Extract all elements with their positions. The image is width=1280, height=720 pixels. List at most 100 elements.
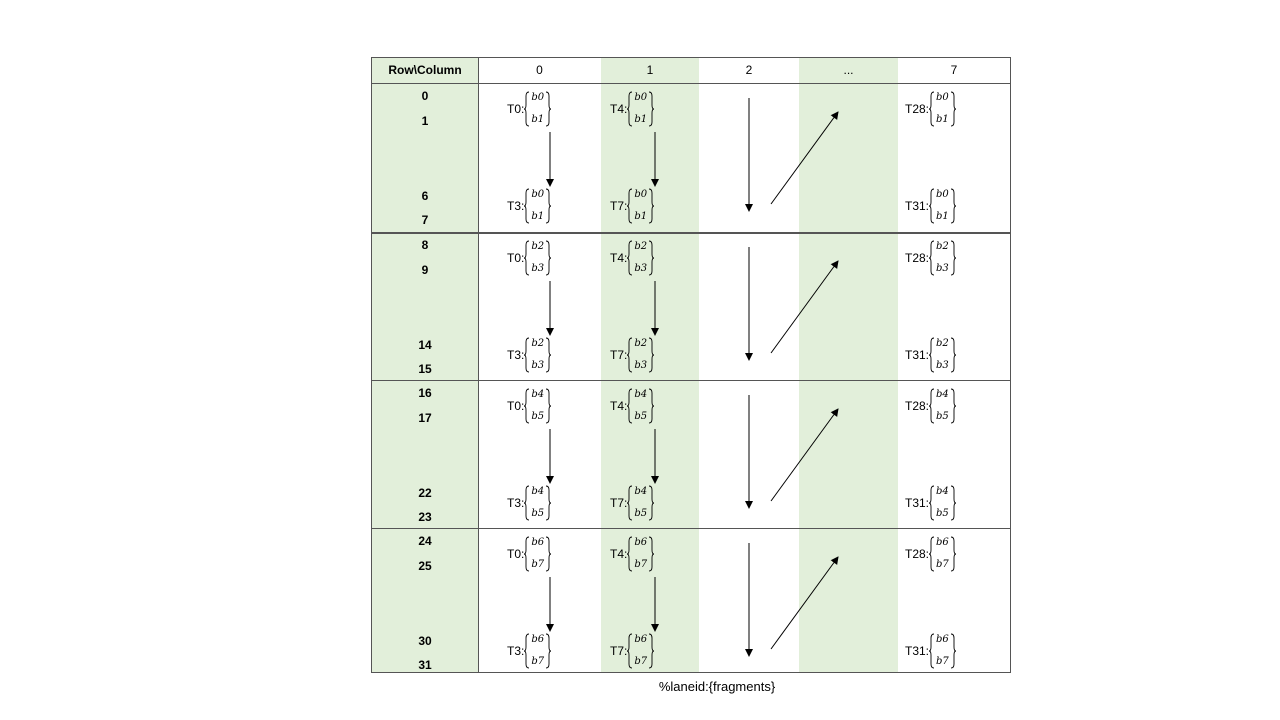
- header-divider: [372, 83, 1010, 84]
- thread-fragment-entry: T7: b2 b3: [610, 337, 655, 373]
- thread-fragment-entry: T28: b6 b7: [905, 536, 956, 572]
- fragment: b1: [634, 211, 648, 222]
- right-brace-icon: [546, 91, 552, 127]
- left-brace-icon: [627, 91, 633, 127]
- fragment: b7: [531, 656, 545, 667]
- fragment: b0: [634, 189, 648, 200]
- fragment-list: b6 b7: [530, 634, 545, 668]
- fragment: b7: [936, 559, 949, 570]
- right-brace-icon: [649, 240, 655, 276]
- thread-label: T28:: [905, 399, 930, 413]
- block-divider: [372, 232, 1010, 234]
- fragment: b1: [531, 114, 545, 125]
- right-brace-icon: [546, 633, 552, 669]
- left-brace-icon: [627, 337, 633, 373]
- corner-header: Row\Column: [388, 63, 462, 77]
- row-label: 30: [418, 634, 432, 648]
- fragment: b6: [936, 634, 949, 645]
- column-header-7: 7: [950, 63, 958, 77]
- row-label: 24: [418, 534, 432, 548]
- thread-label: T31:: [905, 644, 930, 658]
- thread-label: T7:: [610, 199, 628, 213]
- fragment-list: b6 b7: [633, 537, 648, 571]
- thread-fragment-entry: T31: b4 b5: [905, 485, 956, 521]
- fragment: b4: [936, 486, 949, 497]
- right-brace-icon: [649, 633, 655, 669]
- fragment-list: b0 b1: [530, 189, 545, 223]
- fragment: b5: [936, 508, 949, 519]
- thread-label: T0:: [507, 399, 525, 413]
- diagonal-arrow-next-column: [770, 408, 839, 502]
- left-brace-icon: [524, 536, 530, 572]
- left-brace-icon: [627, 240, 633, 276]
- thread-fragment-entry: T28: b0 b1: [905, 91, 956, 127]
- diagonal-arrow-next-column: [770, 260, 839, 354]
- right-brace-icon: [950, 188, 956, 224]
- layout-table: Row\Column 0 1 2 ... 7 0 1 6 7 T0: b0 b1 T4: b0 b…: [371, 57, 1011, 673]
- thread-fragment-entry: T0: b6 b7: [507, 536, 552, 572]
- row-label: 7: [421, 213, 429, 227]
- left-brace-icon: [929, 188, 935, 224]
- row-label: 9: [421, 263, 429, 277]
- block-divider: [372, 528, 1010, 529]
- fragment: b1: [936, 211, 949, 222]
- fragment: b2: [936, 241, 949, 252]
- right-brace-icon: [950, 388, 956, 424]
- fragment: b1: [936, 114, 949, 125]
- thread-fragment-entry: T4: b4 b5: [610, 388, 655, 424]
- diagonal-arrow-next-column: [770, 111, 839, 205]
- row-label: 1: [421, 114, 429, 128]
- fragment: b6: [936, 537, 949, 548]
- fragment-list: b6 b7: [935, 634, 950, 668]
- left-brace-icon: [524, 633, 530, 669]
- row-label: 14: [418, 338, 432, 352]
- left-brace-icon: [524, 240, 530, 276]
- fragment: b5: [634, 411, 648, 422]
- column-ellipsis-bg: [799, 83, 898, 672]
- row-label: 17: [418, 411, 432, 425]
- fragment: b2: [634, 241, 648, 252]
- fragment-list: b6 b7: [633, 634, 648, 668]
- thread-label: T7:: [610, 348, 628, 362]
- right-brace-icon: [546, 388, 552, 424]
- row-label: 23: [418, 510, 432, 524]
- block-divider: [372, 380, 1010, 381]
- right-brace-icon: [546, 485, 552, 521]
- right-brace-icon: [546, 536, 552, 572]
- fragment: b4: [531, 486, 545, 497]
- right-brace-icon: [546, 337, 552, 373]
- fragment-list: b6 b7: [935, 537, 950, 571]
- left-brace-icon: [524, 188, 530, 224]
- fragment: b3: [531, 263, 545, 274]
- left-brace-icon: [929, 91, 935, 127]
- left-brace-icon: [929, 240, 935, 276]
- thread-fragment-entry: T3: b4 b5: [507, 485, 552, 521]
- column-header-ellipsis: ...: [799, 58, 898, 83]
- thread-label: T31:: [905, 199, 930, 213]
- right-brace-icon: [950, 91, 956, 127]
- right-brace-icon: [649, 337, 655, 373]
- fragment: b0: [531, 189, 545, 200]
- thread-label: T3:: [507, 348, 525, 362]
- fragment-list: b4 b5: [935, 389, 950, 423]
- fragment: b3: [634, 360, 648, 371]
- fragment-list: b6 b7: [530, 537, 545, 571]
- right-brace-icon: [649, 388, 655, 424]
- fragment: b4: [936, 389, 949, 400]
- right-brace-icon: [950, 485, 956, 521]
- thread-label: T3:: [507, 644, 525, 658]
- fragment-list: b4 b5: [530, 389, 545, 423]
- thread-fragment-entry: T28: b4 b5: [905, 388, 956, 424]
- thread-fragment-entry: T3: b6 b7: [507, 633, 552, 669]
- row-label: 6: [421, 189, 429, 203]
- thread-fragment-entry: T7: b4 b5: [610, 485, 655, 521]
- fragment-list: b2 b3: [633, 338, 648, 372]
- thread-fragment-entry: T4: b6 b7: [610, 536, 655, 572]
- left-brace-icon: [524, 91, 530, 127]
- right-brace-icon: [649, 485, 655, 521]
- left-brace-icon: [929, 337, 935, 373]
- left-brace-icon: [929, 485, 935, 521]
- right-brace-icon: [649, 188, 655, 224]
- fragment: b4: [634, 389, 648, 400]
- fragment: b6: [634, 537, 648, 548]
